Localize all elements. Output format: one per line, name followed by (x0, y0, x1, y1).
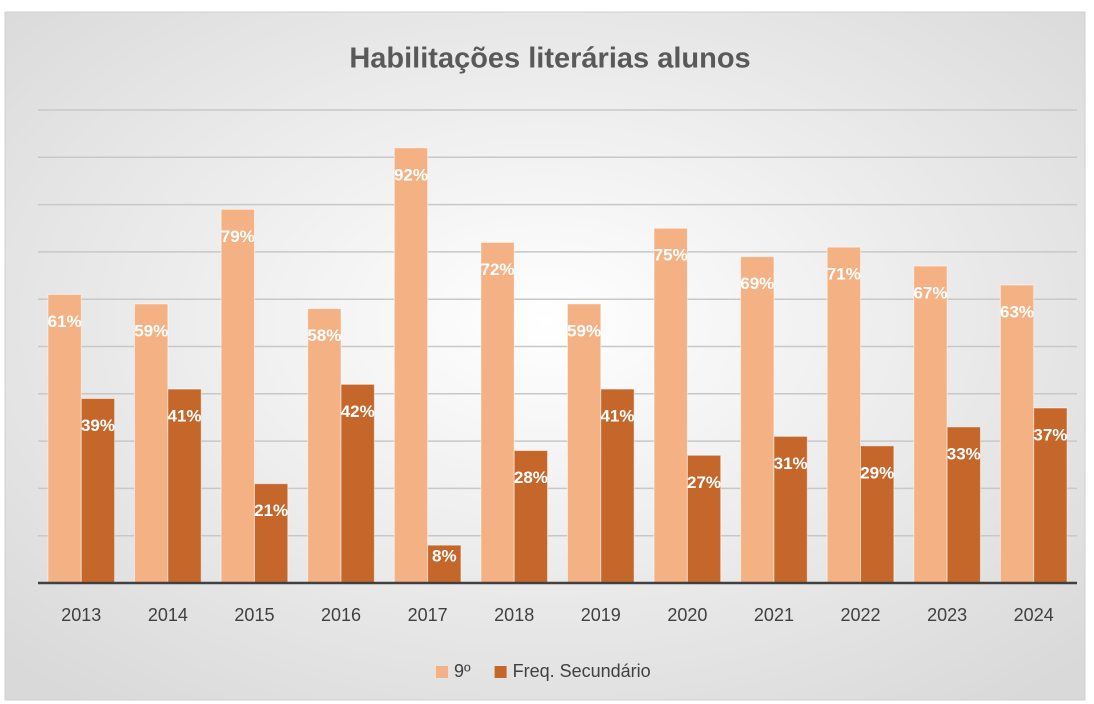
bar (340, 383, 375, 584)
data-label: 39% (81, 416, 115, 435)
chart-title: Habilitações literárias alunos (349, 43, 750, 75)
legend-swatch (494, 666, 507, 678)
data-label: 67% (913, 284, 947, 303)
data-label: 27% (687, 473, 721, 492)
data-label: 41% (600, 407, 634, 426)
data-label: 41% (168, 407, 202, 426)
bar (1033, 407, 1068, 584)
chart-background (4, 11, 1086, 701)
x-tick-label: 2024 (1014, 605, 1054, 625)
data-label: 92% (394, 165, 428, 184)
data-label: 21% (254, 501, 288, 520)
bar (513, 450, 549, 584)
bar (826, 246, 862, 584)
x-tick-label: 2017 (408, 605, 448, 625)
bar (946, 426, 981, 584)
bar (653, 227, 688, 584)
bar (393, 147, 429, 584)
bar (566, 303, 602, 584)
bar (860, 445, 895, 584)
bar (913, 265, 948, 584)
data-label: 28% (514, 468, 548, 487)
data-label: 59% (134, 321, 168, 340)
bar (740, 256, 775, 584)
bar (480, 241, 515, 584)
bar (220, 208, 255, 584)
data-label: 63% (1000, 302, 1034, 321)
data-label: 72% (481, 260, 515, 279)
data-label: 61% (48, 312, 82, 331)
data-label: 58% (307, 326, 341, 345)
data-label: 71% (827, 265, 861, 284)
bar (47, 293, 82, 584)
data-label: 8% (432, 546, 457, 565)
data-label: 79% (221, 227, 255, 246)
x-tick-label: 2018 (494, 605, 534, 625)
bar (307, 308, 342, 584)
data-label: 69% (740, 274, 774, 293)
x-tick-label: 2015 (234, 605, 274, 625)
x-tick-label: 2014 (148, 605, 188, 625)
data-label: 75% (654, 246, 688, 265)
x-tick-label: 2020 (667, 605, 707, 625)
legend-label: 9º (454, 661, 471, 681)
bar (686, 454, 722, 584)
bar (999, 284, 1035, 584)
legend-swatch (436, 666, 448, 678)
data-label: 31% (774, 454, 808, 473)
bar (253, 483, 289, 584)
legend-label: Freq. Secundário (513, 661, 651, 681)
bar (80, 398, 116, 584)
bar (427, 544, 462, 584)
x-tick-label: 2013 (61, 605, 101, 625)
bar (600, 388, 635, 584)
data-label: 37% (1033, 425, 1067, 444)
x-tick-label: 2022 (841, 605, 881, 625)
x-tick-label: 2016 (321, 605, 361, 625)
bar (167, 388, 202, 584)
data-label: 33% (947, 444, 981, 463)
data-label: 29% (860, 463, 894, 482)
data-label: 42% (341, 402, 375, 421)
bar (134, 303, 169, 584)
x-tick-label: 2023 (927, 605, 967, 625)
data-label: 59% (567, 321, 601, 340)
x-tick-label: 2021 (754, 605, 794, 625)
bar (773, 435, 808, 584)
x-tick-label: 2019 (581, 605, 621, 625)
